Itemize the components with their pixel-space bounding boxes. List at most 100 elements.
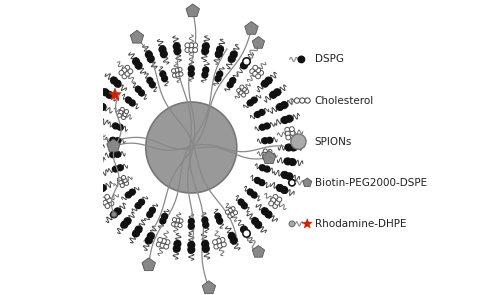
Circle shape (130, 189, 135, 195)
Circle shape (248, 189, 254, 195)
Circle shape (189, 43, 194, 48)
Circle shape (239, 91, 243, 95)
Circle shape (305, 98, 310, 103)
Polygon shape (186, 4, 200, 17)
Circle shape (124, 218, 131, 224)
Circle shape (202, 72, 208, 78)
Circle shape (218, 243, 222, 248)
Circle shape (215, 76, 221, 81)
Circle shape (175, 223, 179, 227)
Text: Cholesterol: Cholesterol (314, 96, 374, 106)
Circle shape (228, 233, 235, 240)
Circle shape (273, 194, 278, 199)
Circle shape (277, 197, 282, 202)
Circle shape (172, 218, 176, 222)
Circle shape (114, 80, 121, 87)
Circle shape (185, 43, 190, 48)
Circle shape (102, 89, 108, 96)
Polygon shape (302, 219, 312, 228)
Circle shape (188, 223, 194, 229)
Circle shape (203, 67, 208, 73)
Circle shape (289, 221, 295, 227)
Circle shape (125, 65, 130, 70)
Circle shape (117, 124, 123, 130)
Circle shape (243, 58, 250, 65)
Circle shape (118, 178, 122, 182)
Circle shape (94, 101, 102, 109)
Circle shape (90, 115, 96, 122)
Circle shape (174, 130, 208, 165)
Circle shape (174, 241, 181, 248)
Circle shape (172, 222, 175, 226)
Circle shape (92, 158, 98, 165)
Circle shape (136, 86, 141, 92)
Circle shape (148, 55, 154, 62)
Circle shape (282, 117, 288, 123)
Circle shape (99, 104, 106, 110)
Circle shape (264, 123, 270, 129)
Circle shape (110, 137, 116, 143)
Circle shape (135, 62, 142, 69)
Circle shape (126, 97, 132, 103)
Circle shape (109, 201, 114, 206)
Circle shape (258, 71, 264, 75)
Circle shape (118, 113, 122, 117)
Circle shape (162, 76, 168, 81)
Circle shape (176, 218, 180, 222)
Circle shape (230, 212, 235, 217)
Circle shape (268, 153, 272, 157)
Circle shape (135, 226, 142, 233)
Circle shape (216, 51, 222, 57)
Circle shape (275, 200, 280, 205)
Circle shape (290, 135, 296, 139)
Circle shape (270, 91, 276, 98)
Circle shape (160, 51, 167, 57)
Circle shape (216, 239, 221, 243)
Circle shape (147, 78, 153, 83)
Circle shape (240, 226, 248, 233)
Circle shape (114, 151, 120, 157)
Circle shape (174, 47, 181, 54)
Circle shape (189, 47, 194, 53)
Circle shape (87, 135, 92, 139)
Circle shape (110, 152, 116, 158)
Circle shape (268, 201, 274, 206)
Circle shape (162, 214, 168, 219)
Circle shape (202, 241, 208, 248)
Circle shape (146, 102, 237, 193)
Circle shape (242, 93, 246, 97)
Circle shape (192, 43, 198, 48)
Circle shape (262, 208, 268, 215)
Circle shape (236, 88, 240, 93)
Circle shape (146, 237, 152, 244)
Circle shape (265, 211, 272, 218)
Circle shape (248, 100, 254, 106)
Circle shape (174, 245, 180, 252)
Circle shape (244, 89, 249, 94)
Circle shape (256, 74, 260, 79)
Circle shape (242, 87, 246, 91)
Circle shape (216, 46, 224, 53)
Polygon shape (107, 139, 120, 152)
Circle shape (179, 72, 183, 76)
Circle shape (274, 89, 280, 96)
Polygon shape (303, 178, 312, 186)
Circle shape (106, 91, 112, 98)
Circle shape (264, 166, 270, 172)
Circle shape (188, 246, 194, 253)
Circle shape (298, 56, 304, 63)
Circle shape (228, 214, 232, 218)
Circle shape (202, 47, 208, 54)
Circle shape (217, 71, 222, 77)
Polygon shape (202, 281, 215, 294)
Circle shape (256, 68, 260, 73)
Circle shape (160, 218, 166, 224)
Circle shape (112, 123, 118, 129)
Circle shape (286, 144, 292, 151)
Circle shape (180, 136, 203, 159)
Circle shape (158, 237, 162, 242)
Circle shape (146, 51, 152, 58)
Text: Biotin-PEG2000-DSPE: Biotin-PEG2000-DSPE (314, 178, 426, 188)
Circle shape (162, 239, 166, 243)
Circle shape (286, 173, 292, 180)
